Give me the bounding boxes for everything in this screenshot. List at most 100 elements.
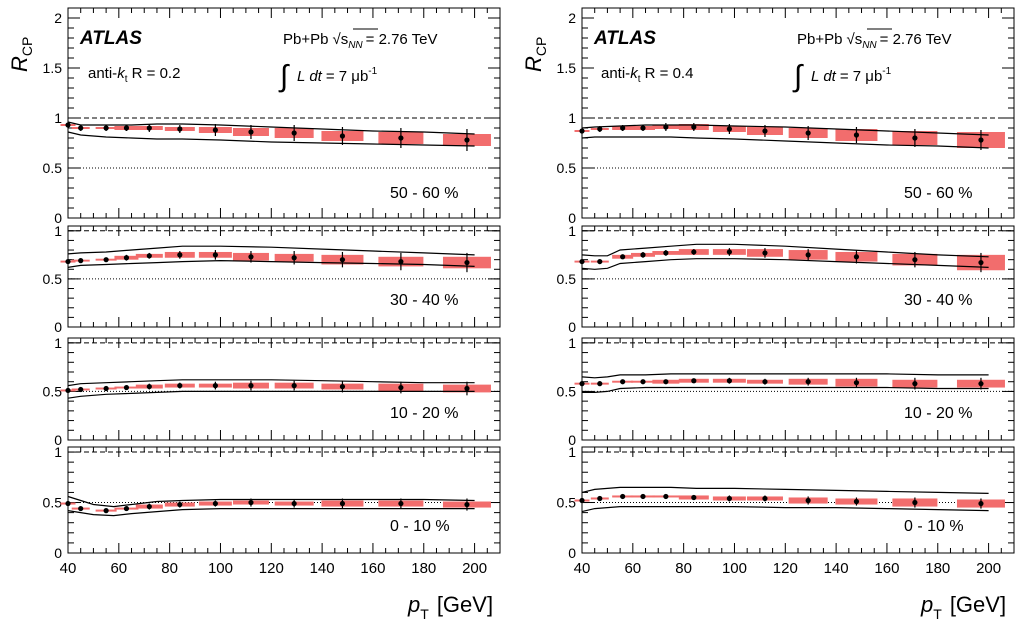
lumi-exp: -1 (882, 66, 891, 77)
y-tick-label: 0.5 (557, 383, 577, 399)
system: Pb+Pb (797, 31, 842, 48)
data-point (726, 378, 732, 384)
band-lower-curve (582, 386, 989, 393)
y-tick-label: 1 (54, 223, 62, 239)
data-point (853, 132, 860, 138)
band-lower-curve (67, 390, 475, 399)
data-point (65, 122, 71, 128)
sqrt-s: √s (846, 31, 862, 48)
x-tick-label: 140 (824, 560, 849, 577)
jet-pre: anti- (88, 65, 117, 82)
ylabel-r: R (521, 56, 546, 72)
y-tick-label: 0 (54, 432, 62, 448)
band-lower-curve (581, 136, 989, 149)
data-point (248, 499, 254, 506)
data-point (464, 137, 470, 143)
x-tick-label: 140 (310, 560, 335, 577)
xlabel-p: p (920, 592, 933, 617)
data-point (212, 500, 218, 507)
centrality-label: 50 - 60 % (904, 185, 972, 202)
svg-text:RCP: RCP (7, 37, 35, 72)
lumi-eq: = 7 μb (326, 68, 368, 85)
y-tick-label: 0.5 (557, 495, 577, 511)
y-tick-label: 1.5 (557, 60, 577, 76)
data-point (579, 128, 585, 134)
data-point (640, 493, 646, 500)
data-point (978, 259, 984, 266)
y-tick-label: 0 (568, 319, 576, 335)
data-point (212, 383, 218, 389)
data-point (640, 379, 646, 385)
y-tick-label: 1 (54, 110, 62, 126)
centrality-label: 0 - 10 % (904, 518, 964, 535)
data-point (912, 381, 918, 387)
energy: = 2.76 TeV (880, 31, 952, 48)
subplot-r04-3: 0 0.5 1 0 - 10 % 40 60 80 100 120 140 160 180 200 (557, 444, 1015, 577)
y-tick-label: 2 (568, 10, 576, 26)
band-upper-curve (581, 124, 989, 136)
data-point (978, 137, 984, 143)
band-upper-curve (67, 379, 475, 387)
band-lower-curve (67, 508, 475, 517)
band-upper-curve (581, 373, 989, 379)
data-point (146, 503, 152, 510)
band-upper-curve (581, 243, 989, 258)
data-point (726, 126, 732, 132)
y-tick-label: 0 (568, 545, 576, 561)
y-tick-label: 0 (54, 210, 62, 226)
centrality-label: 0 - 10 % (390, 518, 450, 535)
data-point (620, 379, 626, 385)
data-point (146, 125, 152, 131)
sqrt-sub: NN (348, 40, 363, 51)
y-tick-label: 1 (54, 335, 62, 351)
collision-label: Pb+Pb √sNN = 2.76 TeV (283, 31, 438, 51)
x-tick-label: 60 (110, 560, 127, 577)
data-point (853, 254, 860, 260)
y-tick-label: 0.5 (557, 160, 577, 176)
data-point (291, 500, 297, 507)
y-tick-label: 0.5 (43, 383, 63, 399)
y-tick-label: 0 (568, 432, 576, 448)
data-point (853, 380, 860, 386)
data-point (640, 125, 646, 131)
data-point (123, 125, 130, 131)
data-point (339, 257, 346, 263)
collision-label: Pb+Pb √sNN = 2.76 TeV (797, 31, 952, 51)
data-point (146, 383, 152, 390)
subplot-frame (581, 225, 1015, 328)
subplot-r04-2: 0 0.5 1 10 - 20 % (557, 335, 1015, 448)
x-tick-label: 180 (925, 560, 950, 577)
y-tick-label: 0.5 (43, 271, 63, 287)
sqrt-sub: NN (862, 40, 877, 51)
x-tick-label: 200 (462, 560, 487, 577)
data-point (805, 497, 811, 504)
jet-k: k (117, 65, 126, 82)
band-lower-curve (67, 131, 475, 147)
x-tick-label: 200 (976, 560, 1001, 577)
x-axis-title-left: pT [GeV] (407, 592, 493, 622)
xlabel-p: p (407, 592, 420, 617)
subplot-r04-0: 0 0.5 1 1.5 2 50 - 60 % (557, 7, 1015, 226)
data-point (123, 255, 130, 261)
y-tick-label: 2 (54, 10, 62, 26)
data-point (726, 495, 732, 502)
data-point (177, 501, 183, 508)
centrality-label: 10 - 20 % (904, 405, 972, 422)
lumi-l: L (811, 68, 819, 85)
data-point (146, 253, 152, 259)
sqrt-s: √s (332, 31, 348, 48)
data-point (912, 257, 918, 263)
svg-text:pT[GeV]: pT [GeV] (920, 592, 1006, 622)
subplot-r02-2: 0 0.5 1 10 - 20 % (43, 335, 501, 448)
y-tick-label: 1 (568, 444, 576, 460)
xlabel-sub: T (933, 606, 942, 622)
data-point (853, 498, 860, 505)
band-lower-curve (67, 259, 475, 268)
x-tick-label: 120 (259, 560, 284, 577)
y-tick-label: 0 (54, 319, 62, 335)
xlabel-unit: [GeV] (437, 592, 493, 617)
data-point (123, 505, 130, 512)
data-point (464, 385, 470, 392)
